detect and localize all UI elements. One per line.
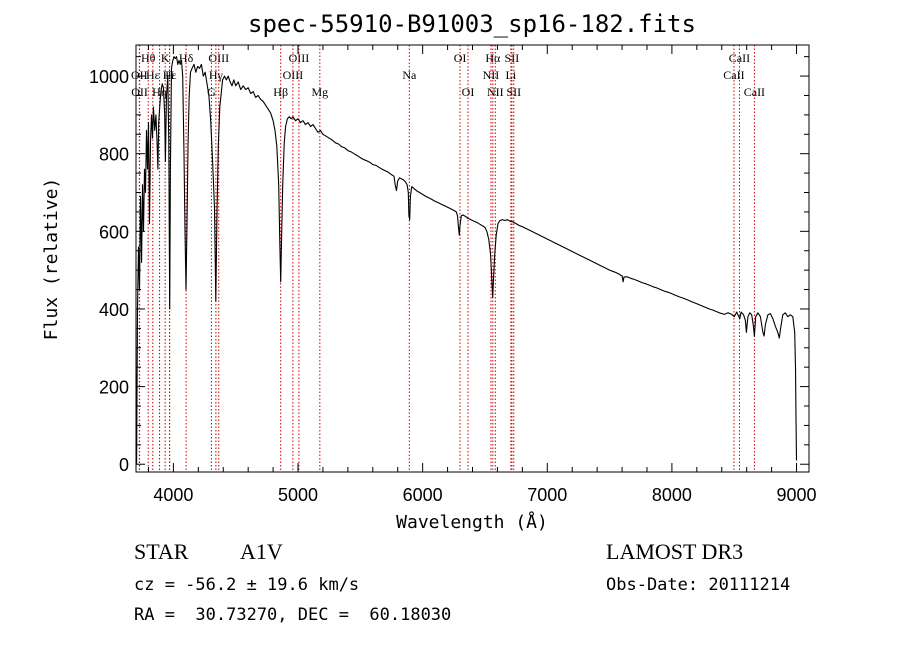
- line-marker-label: Mg: [311, 85, 328, 99]
- object-subclass-label: A1V: [240, 539, 283, 564]
- line-marker-label: SII: [506, 85, 521, 99]
- line-marker-label: Hβ: [273, 85, 288, 99]
- y-axis: 0 200 400 600 800 1000: [89, 56, 809, 475]
- line-marker-label: Hγ: [209, 68, 224, 82]
- y-tick-label: 800: [99, 145, 129, 165]
- coordinates-line: RA = 30.73270, DEC = 60.18030: [134, 605, 451, 625]
- line-marker-label: OIII: [208, 51, 229, 65]
- chart-title: spec-55910-B91003_sp16-182.fits: [248, 10, 696, 38]
- line-marker-label: OI: [454, 51, 467, 65]
- line-marker-label: NII: [487, 85, 504, 99]
- x-tick-label: 7000: [527, 485, 567, 505]
- x-tick-label: 8000: [652, 485, 692, 505]
- line-marker-label: NII: [483, 68, 500, 82]
- line-marker-label: K: [161, 51, 170, 65]
- object-class-label: STAR: [134, 539, 189, 564]
- obs-date-line: Obs-Date: 20111214: [606, 575, 790, 595]
- y-tick-label: 0: [119, 455, 129, 475]
- line-marker-label: CaII: [729, 51, 750, 65]
- line-marker-label: OI: [462, 85, 475, 99]
- x-tick-label: 9000: [777, 485, 817, 505]
- y-tick-label: 1000: [89, 67, 129, 87]
- line-marker-label: Hθ: [141, 51, 156, 65]
- series-line-flux: [135, 56, 798, 465]
- line-marker-label: Hε: [163, 68, 177, 82]
- x-tick-label: 4000: [153, 485, 193, 505]
- line-marker-label: OII: [131, 68, 148, 82]
- line-marker-label: CaII: [723, 68, 744, 82]
- x-axis-label: Wavelength (Å): [396, 511, 548, 533]
- line-marker-label: Li: [506, 68, 517, 82]
- y-tick-label: 400: [99, 300, 129, 320]
- redshift-line: cz = -56.2 ± 19.6 km/s: [134, 575, 359, 595]
- line-marker-label: OII: [131, 85, 148, 99]
- y-axis-label: Flux (relative): [41, 178, 62, 341]
- y-tick-label: 200: [99, 378, 129, 398]
- line-marker-label: OIII: [289, 51, 310, 65]
- survey-label: LAMOST DR3: [606, 539, 743, 564]
- x-axis: 4000 5000 6000 7000 8000 9000: [147, 45, 817, 505]
- line-marker-label: CaII: [744, 85, 765, 99]
- x-tick-label: 5000: [278, 485, 318, 505]
- line-marker-label: SII: [505, 51, 520, 65]
- spectrum-series: [135, 56, 798, 465]
- line-marker-label: Hδ: [179, 51, 194, 65]
- y-tick-label: 600: [99, 222, 129, 242]
- x-tick-label: 6000: [403, 485, 443, 505]
- line-marker-label: Na: [402, 68, 417, 82]
- line-marker-label: Hε: [146, 68, 160, 82]
- line-marker-label: Hα: [485, 51, 501, 65]
- line-marker-label: OIII: [283, 68, 304, 82]
- line-marker-label: H: [165, 68, 174, 82]
- plot-frame: [135, 44, 810, 473]
- line-marker-label: G: [207, 85, 216, 99]
